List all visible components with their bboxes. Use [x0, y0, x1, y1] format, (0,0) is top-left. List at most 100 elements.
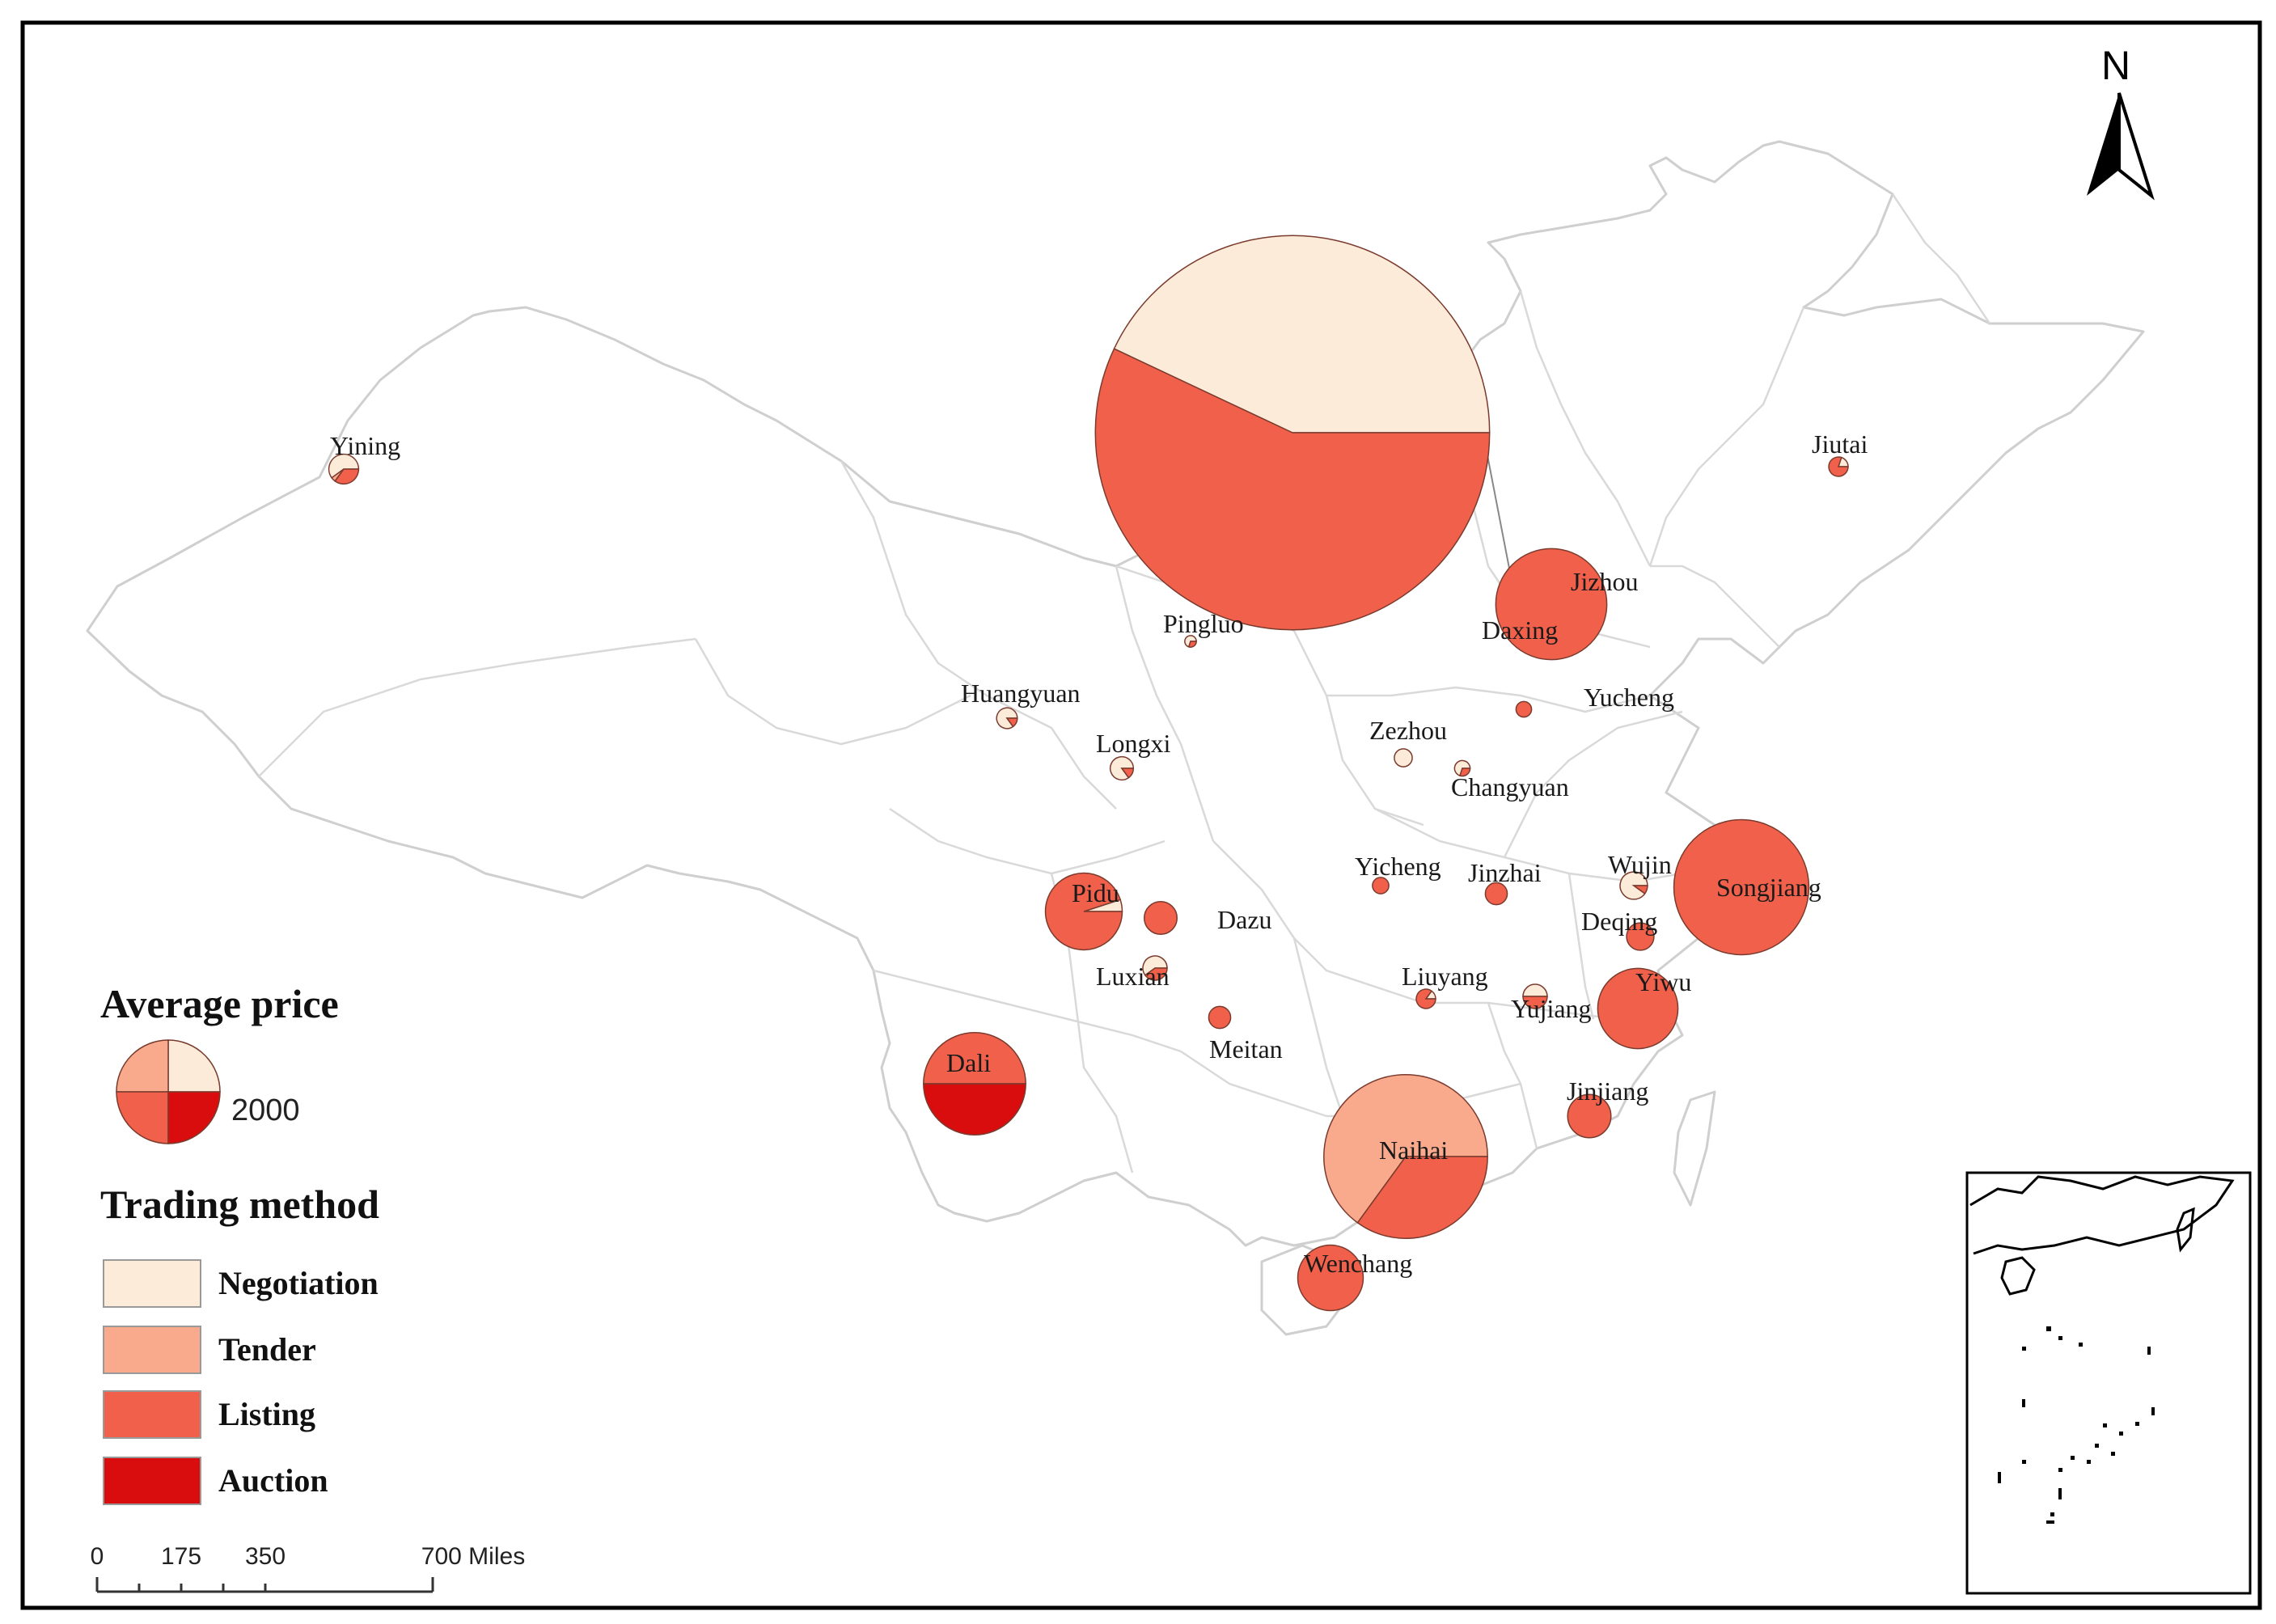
- pie-meitan: [1208, 1005, 1232, 1030]
- legend-swatch-auction: [103, 1457, 201, 1505]
- pie-naihai-slice-tender: [1323, 1074, 1488, 1224]
- pie-huangyuan-slice-listing: [1005, 717, 1018, 728]
- scale-tick-350: 350: [245, 1543, 286, 1570]
- scale-bar: 0 175 350 700 Miles: [91, 1543, 525, 1593]
- legend-pie-slice-listing: [116, 1091, 169, 1144]
- city-labels: Yining Jiutai Daxing Jizhou Pingluo Huangyuan…: [330, 429, 1868, 1278]
- pie-daxing-slice-negotiation: [1113, 235, 1491, 433]
- legend-average-price: Average price 2000: [100, 981, 339, 1144]
- city-label-daxing: Daxing: [1482, 615, 1558, 645]
- city-label-yucheng: Yucheng: [1584, 683, 1674, 712]
- city-label-liuyang: Liuyang: [1402, 962, 1488, 991]
- scale-tick-175: 175: [161, 1543, 201, 1570]
- pie-longxi: [1109, 755, 1135, 781]
- pie-pingluo: [1184, 635, 1197, 648]
- pie-liuyang: [1415, 988, 1436, 1009]
- pie-yining-slice-negotiation: [328, 453, 360, 479]
- pie-yucheng-slice-listing: [1515, 700, 1533, 718]
- pie-yujiang-slice-listing: [1522, 996, 1548, 1009]
- legend-reference-value: 2000: [231, 1093, 300, 1127]
- south-china-sea-inset: [1965, 1171, 2252, 1595]
- inset-frame: [1965, 1171, 2252, 1595]
- pie-dali-slice-listing: [923, 1032, 1026, 1085]
- north-arrow-label: N: [2101, 43, 2130, 88]
- pie-luxian-slice-negotiation: [1142, 955, 1168, 976]
- pie-deqing: [1626, 922, 1655, 951]
- inset-islands: [1998, 1326, 2155, 1524]
- city-label-zezhou: Zezhou: [1369, 716, 1447, 745]
- pie-longxi-slice-listing: [1120, 768, 1135, 779]
- pie-meitan-slice-listing: [1208, 1005, 1232, 1030]
- pie-changyuan-slice-listing: [1459, 768, 1471, 777]
- inset-hainan: [2000, 1256, 2036, 1296]
- pie-deqing-slice-listing: [1626, 922, 1655, 951]
- legend-label-tender: Tender: [218, 1331, 316, 1368]
- pie-jinzhai-slice-listing: [1484, 882, 1508, 906]
- pie-daxing: [1094, 235, 1491, 631]
- pie-jinzhai: [1484, 882, 1508, 906]
- pie-daxing-slice-listing: [1094, 348, 1491, 631]
- city-label-naihai: Naihai: [1379, 1136, 1448, 1165]
- legend-trading-method-title: Trading method: [100, 1182, 379, 1227]
- city-label-jinzhai: Jinzhai: [1468, 858, 1542, 887]
- legend-label-auction: Auction: [218, 1462, 328, 1499]
- scale-ticks: [95, 1577, 434, 1592]
- legend-swatch-tender: [103, 1326, 201, 1374]
- city-label-yicheng: Yicheng: [1355, 852, 1441, 881]
- pie-yiwu-slice-listing: [1597, 967, 1679, 1050]
- taiwan-outline: [1673, 1090, 1716, 1207]
- city-label-deqing: Deqing: [1581, 907, 1657, 936]
- city-label-longxi: Longxi: [1096, 729, 1171, 758]
- pie-dali: [923, 1032, 1026, 1136]
- legend-average-price-title: Average price: [100, 981, 339, 1026]
- pie-pingluo-slice-listing: [1187, 641, 1197, 648]
- pie-yiwu: [1597, 967, 1679, 1050]
- legend-label-negotiation: Negotiation: [218, 1265, 379, 1301]
- pie-jiutai: [1828, 456, 1849, 477]
- pie-wenchang: [1297, 1244, 1364, 1312]
- north-arrow: N: [2087, 43, 2155, 201]
- pie-dazu-slice-listing: [1144, 901, 1178, 935]
- pie-luxian: [1142, 955, 1168, 981]
- pie-dazu: [1144, 901, 1178, 935]
- legend-label-listing: Listing: [218, 1396, 315, 1432]
- pie-jinjiang-slice-listing: [1567, 1093, 1612, 1139]
- north-arrow-right: [2117, 92, 2155, 201]
- pie-yining-slice-listing: [334, 468, 360, 485]
- legend-swatch-listing: [103, 1390, 201, 1439]
- inset-coastline: [1969, 1175, 2235, 1255]
- city-label-pidu: Pidu: [1072, 878, 1119, 907]
- pie-wujin-slice-listing: [1631, 885, 1648, 894]
- scale-tick-700: 700 Miles: [421, 1543, 525, 1570]
- pie-songjiang-slice-listing: [1673, 818, 1810, 956]
- city-label-pingluo: Pingluo: [1163, 609, 1244, 638]
- pie-yujiang-slice-negotiation: [1522, 983, 1548, 997]
- city-label-luxian: Luxian: [1096, 962, 1170, 991]
- city-label-songjiang: Songjiang: [1716, 873, 1821, 902]
- city-label-jinjiang: Jinjiang: [1567, 1076, 1648, 1106]
- city-pies: [328, 235, 1849, 1312]
- city-label-meitan: Meitan: [1209, 1034, 1283, 1064]
- pie-zezhou-slice-negotiation: [1394, 748, 1413, 768]
- city-label-huangyuan: Huangyuan: [961, 679, 1081, 708]
- pie-wenchang-slice-listing: [1297, 1244, 1364, 1312]
- pie-yicheng: [1372, 877, 1390, 894]
- pie-luxian-slice-listing: [1144, 967, 1168, 981]
- pie-liuyang-slice-listing: [1415, 988, 1436, 1009]
- city-label-jizhou: Jizhou: [1571, 567, 1639, 596]
- pie-dali-slice-auction: [923, 1083, 1026, 1136]
- legend-pie-slice-tender: [116, 1039, 169, 1093]
- pie-jizhou: [1495, 548, 1608, 661]
- city-label-dazu: Dazu: [1217, 905, 1272, 934]
- city-label-dali: Dali: [946, 1048, 991, 1077]
- legend-reference-pie: [116, 1039, 221, 1144]
- city-label-yujiang: Yujiang: [1511, 994, 1592, 1023]
- pie-songjiang: [1673, 818, 1810, 956]
- pie-wujin: [1619, 871, 1648, 900]
- city-label-yiwu: Yiwu: [1635, 967, 1691, 996]
- pie-yucheng: [1515, 700, 1533, 718]
- pie-naihai-slice-listing: [1356, 1156, 1488, 1239]
- pie-jiutai-slice-listing: [1828, 456, 1849, 477]
- pie-pidu-slice-listing: [1044, 872, 1123, 951]
